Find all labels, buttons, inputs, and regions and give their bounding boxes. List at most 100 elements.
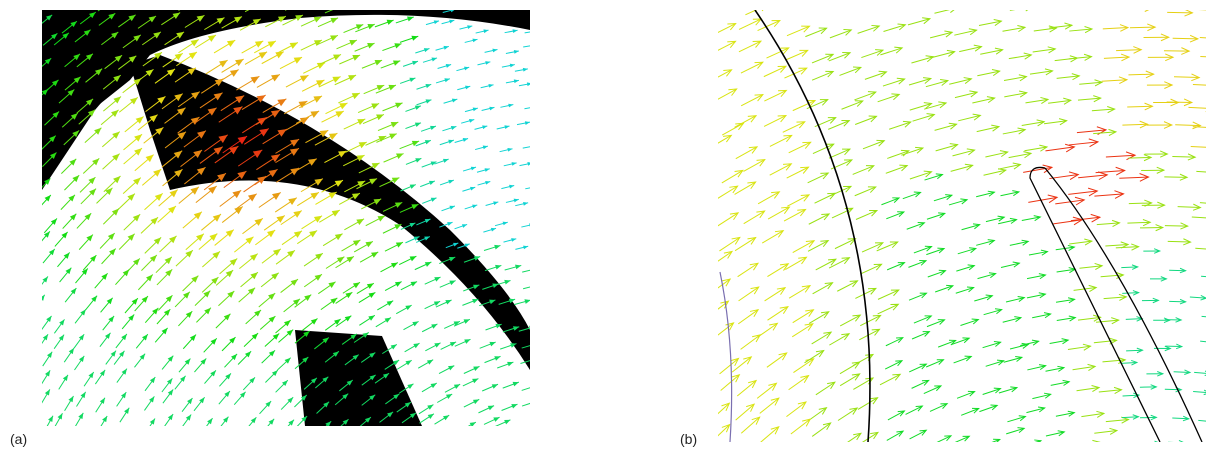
arrow-head — [313, 40, 322, 47]
arrow-head — [966, 286, 975, 293]
arrow-head — [493, 201, 499, 206]
arrow-shaft — [1188, 106, 1206, 109]
arrow-head — [1087, 363, 1097, 371]
arrow-head — [1118, 76, 1129, 85]
arrow-head — [1212, 169, 1217, 175]
arrow-head — [222, 416, 229, 423]
arrow-shaft — [1076, 129, 1107, 134]
arrow-head — [387, 0, 394, 4]
arrow-head — [1131, 359, 1139, 366]
arrow-head — [482, 125, 488, 130]
arrow-head — [395, 242, 403, 248]
arrow-head — [1144, 102, 1154, 111]
arrow-head — [895, 360, 904, 367]
arrow-head — [1043, 392, 1052, 399]
arrow-head — [723, 134, 733, 143]
arrow-shaft — [1091, 108, 1115, 112]
arrow-head — [289, 42, 298, 49]
arrow-head — [1114, 190, 1125, 199]
arrow-head — [351, 193, 360, 200]
arrow-head — [972, 223, 981, 230]
arrow-head — [504, 125, 510, 129]
arrow-shaft — [338, 0, 357, 6]
arrow-head — [107, 233, 115, 241]
arrow-head — [154, 193, 163, 201]
arrow-head — [424, 140, 431, 145]
arrow-head — [68, 194, 75, 202]
arrow-shaft — [743, 159, 766, 172]
arrow-head — [111, 208, 119, 216]
arrow-head — [68, 348, 75, 355]
arrow-head — [473, 366, 480, 371]
arrow-head — [283, 320, 291, 327]
arrow-shaft — [934, 10, 950, 14]
arrow-head — [44, 194, 51, 202]
arrow-head — [224, 391, 230, 398]
arrow-head — [310, 318, 318, 325]
arrow-shaft — [1190, 145, 1206, 148]
arrow-shaft — [977, 273, 996, 280]
arrow-head — [1018, 90, 1028, 98]
arrow-head — [43, 231, 50, 238]
arrow-shaft — [785, 49, 808, 61]
arrow-head — [1189, 34, 1200, 43]
arrow-head — [448, 139, 454, 144]
arrow-head — [532, 105, 537, 109]
arrow-head — [1090, 213, 1102, 223]
arrow-head — [277, 98, 287, 107]
arrow-shaft — [1043, 120, 1067, 125]
arrow-shaft — [164, 0, 182, 5]
arrow-head — [1132, 290, 1140, 296]
arrow-shaft — [1119, 176, 1149, 179]
arrow-shaft — [255, 0, 275, 8]
arrow-shaft — [524, 107, 530, 110]
arrow-shaft — [1045, 431, 1065, 437]
arrow-head — [1023, 52, 1033, 60]
arrow-head — [229, 146, 239, 155]
arrow-head — [393, 393, 400, 400]
arrow-head — [293, 230, 302, 238]
arrow-head — [453, 321, 460, 326]
arrow-head — [409, 412, 417, 419]
arrow-head — [768, 382, 778, 391]
arrow-shaft — [1094, 193, 1124, 197]
arrow-head — [872, 314, 882, 322]
arrow-shaft — [837, 407, 858, 421]
arrow-head — [330, 297, 338, 304]
arrow-head — [783, 163, 793, 171]
arrow-head — [484, 168, 490, 172]
arrow-head — [467, 25, 473, 29]
arrow-head — [1107, 106, 1116, 114]
arrow-shaft — [860, 263, 882, 275]
arrow-head — [282, 380, 288, 386]
arrow-head — [268, 293, 276, 300]
arrow-head — [1203, 389, 1206, 396]
arrow-head — [729, 185, 739, 194]
arrow-head — [300, 395, 307, 401]
panel-a — [42, 0, 538, 433]
arrow-shaft — [792, 240, 815, 253]
arrow-shaft — [57, 0, 71, 5]
arrow-shaft — [718, 23, 736, 34]
arrow-shaft — [1068, 6, 1091, 8]
arrow-head — [369, 178, 378, 185]
arrow-head — [1144, 10, 1150, 12]
arrow-head — [63, 252, 70, 259]
arrow-shaft — [861, 242, 884, 253]
arrow-head — [58, 334, 65, 341]
arrow-head — [470, 166, 477, 171]
arrow-shaft — [1201, 275, 1206, 278]
arrow-head — [526, 82, 530, 87]
arrow-head — [1064, 22, 1074, 30]
arrow-head — [330, 17, 339, 24]
arrow-shaft — [908, 292, 927, 301]
arrow-head — [948, 339, 957, 346]
arrow-shaft — [905, 405, 923, 415]
arrow-shaft — [515, 427, 531, 433]
arrow-head — [141, 296, 148, 303]
arrow-head — [234, 0, 242, 3]
arrow-head — [1115, 166, 1126, 176]
arrow-head — [533, 30, 538, 34]
arrow-shaft — [761, 230, 784, 244]
arrow-head — [508, 298, 516, 304]
